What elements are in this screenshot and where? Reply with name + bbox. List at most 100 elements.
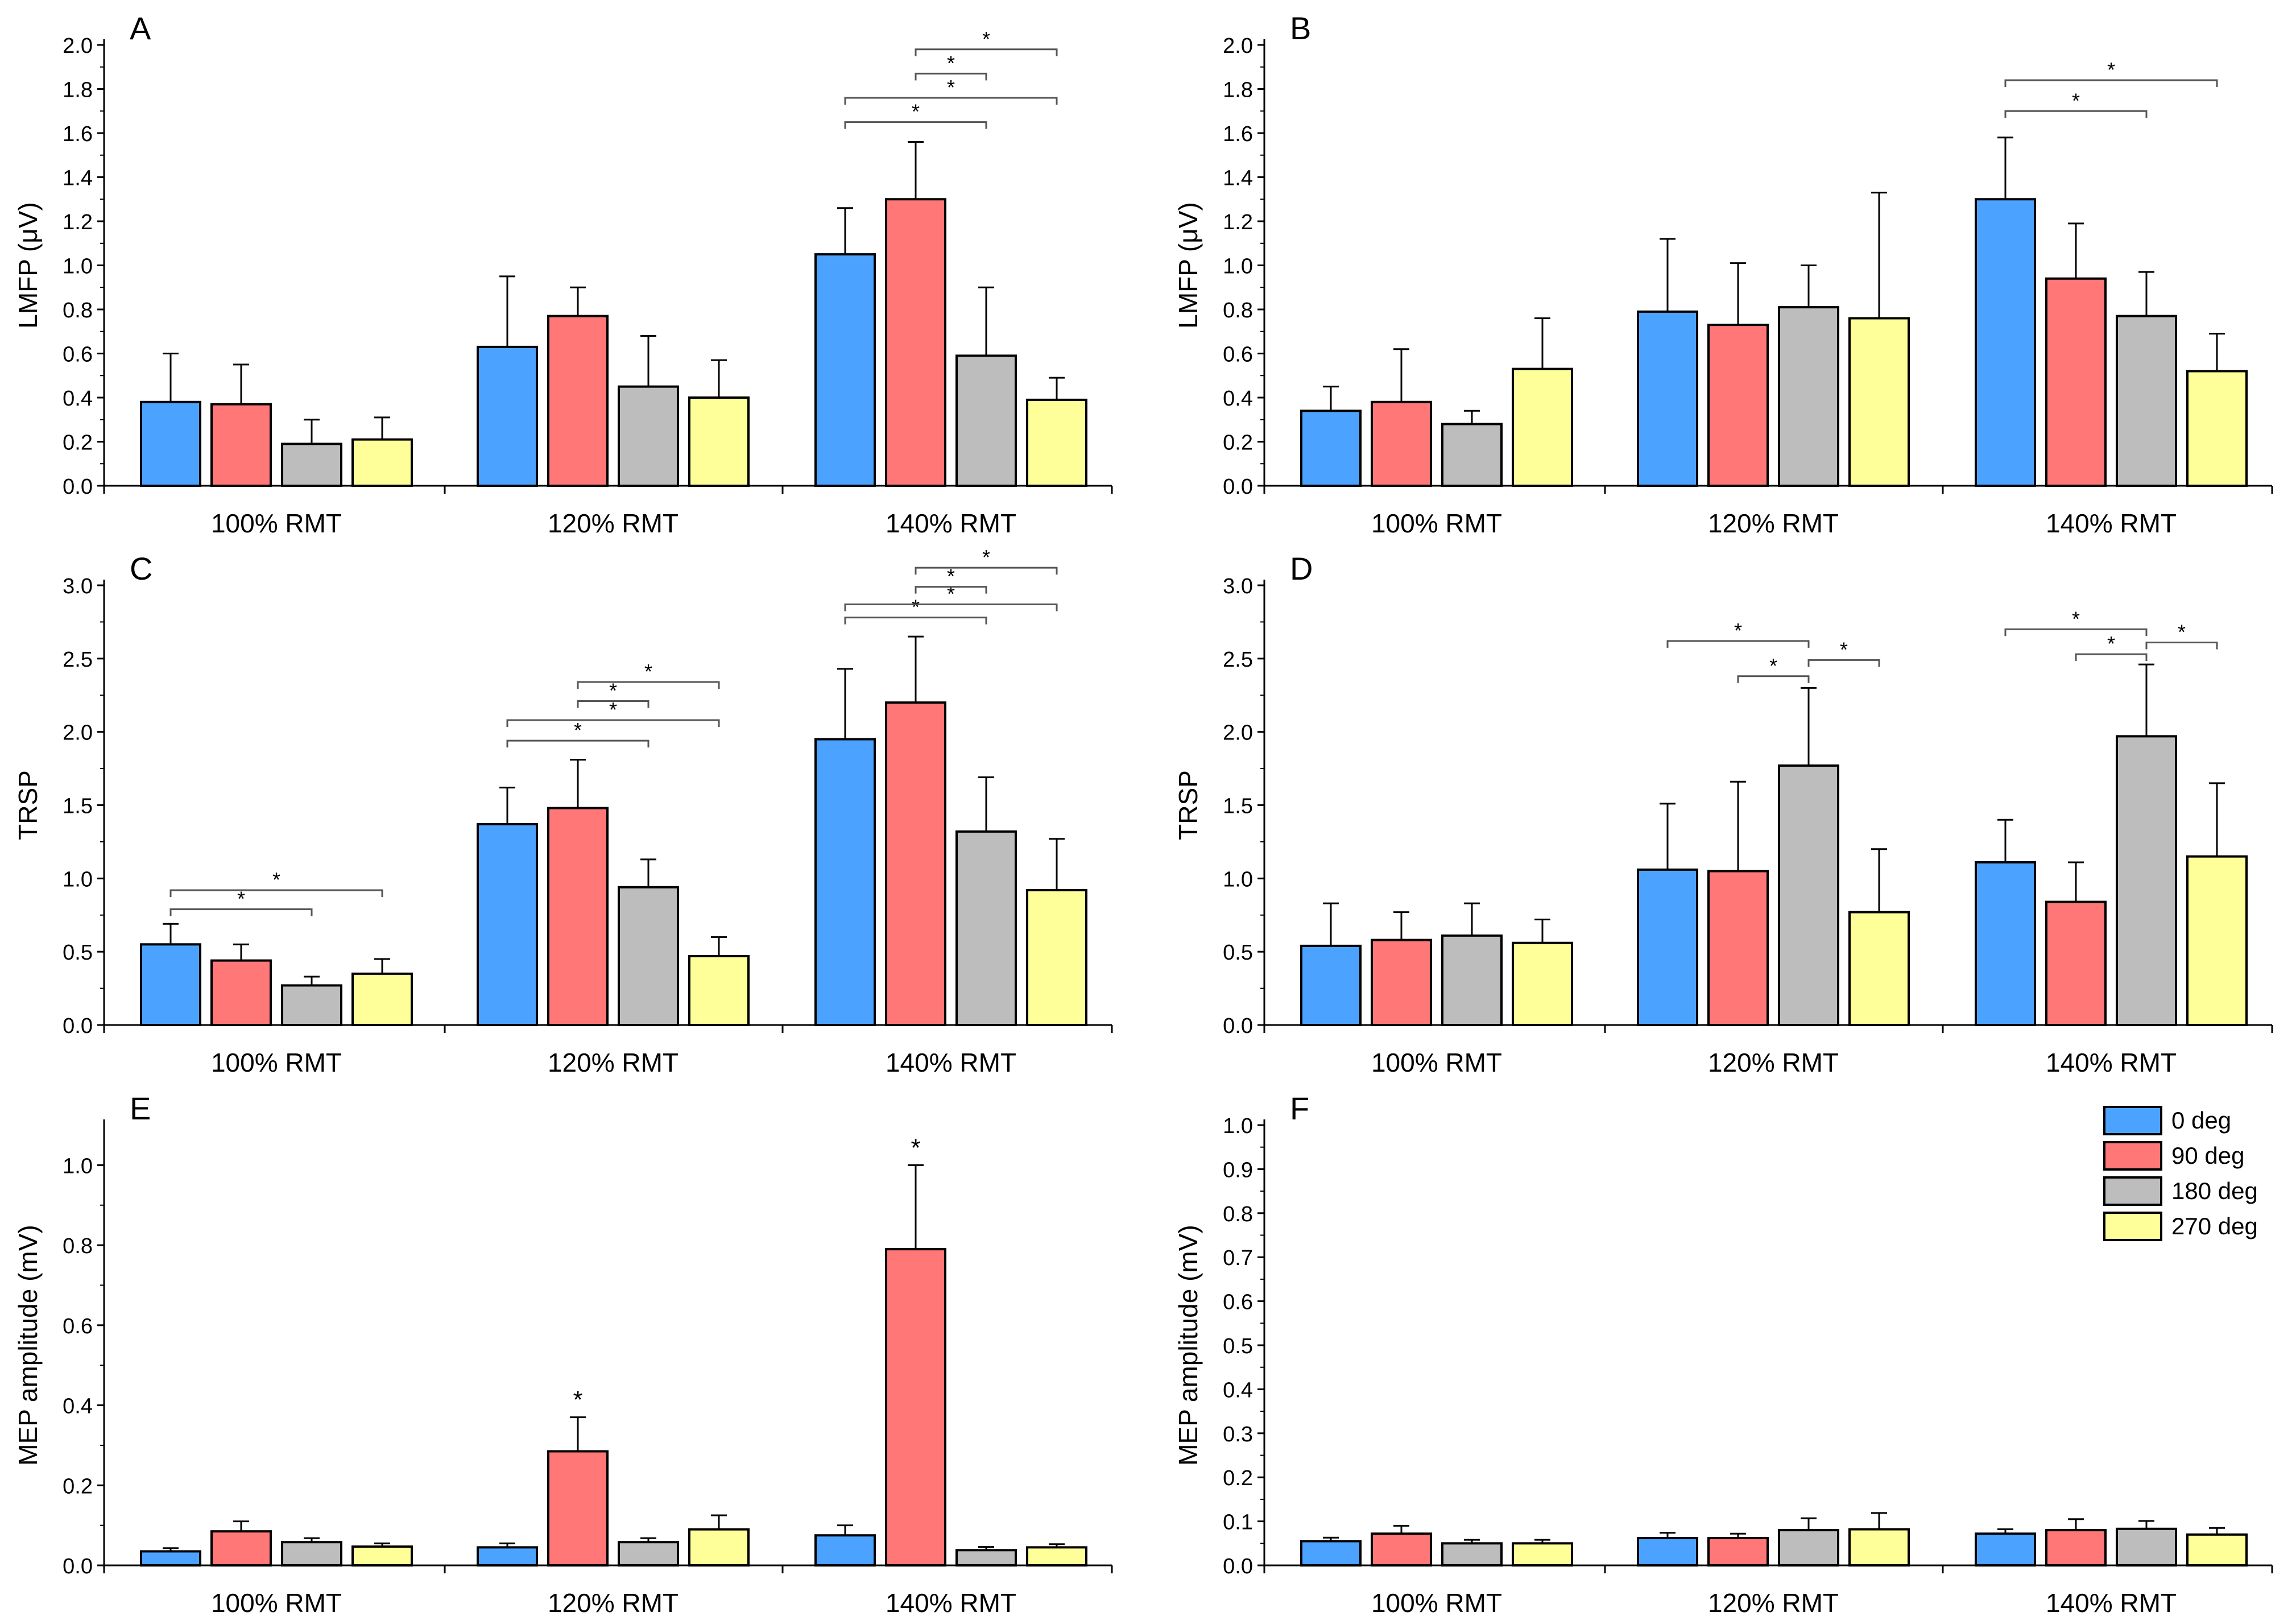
y-tick-label: 0.9 [1223, 1158, 1253, 1182]
significance-star: * [912, 596, 920, 619]
y-tick-label: 0.1 [1223, 1511, 1253, 1535]
significance-bracket [577, 681, 720, 689]
bar-270-deg [1848, 317, 1910, 487]
y-tick-label: 0.8 [63, 1234, 93, 1258]
y-tick-label: 1.0 [1223, 867, 1253, 891]
significance-star: * [912, 100, 920, 123]
y-tick-label: 0.6 [1223, 343, 1253, 367]
y-tick-label: 3.0 [1223, 575, 1253, 598]
significance-star: * [573, 1386, 582, 1414]
significance-star: * [947, 565, 955, 588]
significance-bracket [2075, 653, 2148, 662]
y-tick-label: 1.0 [63, 255, 93, 279]
y-tick-label: 1.5 [1223, 795, 1253, 819]
bar-180-deg [618, 1541, 679, 1567]
y-tick-label: 1.6 [63, 122, 93, 146]
y-tick-label: 1.0 [63, 1154, 93, 1178]
bar-0-deg [1637, 310, 1698, 487]
y-tick-label: 2.0 [1223, 721, 1253, 745]
significance-star: * [644, 660, 652, 683]
x-category-label: 140% RMT [886, 1588, 1016, 1616]
bar-180-deg [955, 354, 1017, 487]
y-tick-label: 0.3 [1223, 1423, 1253, 1446]
bar-0-deg [1975, 1532, 2036, 1567]
bar-180-deg [618, 886, 679, 1026]
bar-90-deg [547, 315, 609, 487]
bar-90-deg [1371, 1532, 1432, 1567]
panel-e: E MEP amplitude (mV) 0.0 0.2 0.4 0.6 0.8 1.0 100… [13, 1090, 1113, 1616]
y-tick-label: 1.5 [63, 795, 93, 819]
significance-star: * [1734, 619, 1742, 642]
bar-270-deg [351, 1545, 413, 1567]
y-tick-label: 0.8 [1223, 1202, 1253, 1226]
panel-d: D TRSP 0.0 0.5 1.0 1.5 2.0 2.5 3.0 100% RMT 120% R… [1173, 551, 2273, 1077]
significance-star: * [272, 868, 280, 891]
y-tick-label: 0.2 [1223, 431, 1253, 455]
significance-bracket [2004, 79, 2218, 87]
y-axis-label: MEP amplitude (mV) [1173, 1225, 1203, 1466]
y-tick-label: 1.0 [1223, 1114, 1253, 1138]
significance-star: * [1840, 638, 1848, 661]
y-tick-label: 0.2 [63, 1474, 93, 1498]
y-tick-label: 0.7 [1223, 1246, 1253, 1270]
bar-90-deg [885, 198, 946, 487]
significance-bracket [2004, 628, 2148, 637]
bar-270-deg [1848, 911, 1910, 1027]
bar-90-deg [1371, 939, 1432, 1027]
y-axis-label: LMFP (μV) [1173, 202, 1203, 328]
x-category-label: 140% RMT [886, 509, 1016, 538]
significance-bracket [169, 908, 313, 916]
y-tick-label: 0.4 [63, 387, 93, 411]
bar-90-deg [885, 1248, 946, 1567]
significance-bracket [844, 604, 1058, 611]
bar-270-deg [688, 954, 750, 1026]
bar-90-deg [1707, 324, 1769, 487]
bar-0-deg [1300, 944, 1362, 1026]
panel-letter: D [1290, 551, 1313, 586]
y-tick-label: 1.8 [63, 78, 93, 102]
bar-180-deg [955, 1549, 1017, 1567]
significance-star: * [982, 27, 990, 51]
bar-180-deg [1778, 306, 1839, 487]
bar-270-deg [1026, 1546, 1087, 1567]
bar-180-deg [955, 830, 1017, 1026]
bar-180-deg [2116, 1527, 2177, 1567]
bar-180-deg [618, 385, 679, 487]
panel-c: C TRSP 0.0 0.5 1.0 1.5 2.0 2.5 3.0 100% RMT 120% R… [13, 545, 1113, 1077]
significance-bracket [915, 72, 987, 81]
bar-270-deg [688, 396, 750, 487]
significance-star: * [2072, 607, 2080, 630]
y-tick-label: 2.0 [1223, 34, 1253, 58]
y-tick-label: 2.0 [63, 721, 93, 745]
bar-0-deg [1300, 410, 1362, 487]
bar-270-deg [351, 972, 413, 1026]
x-category-label: 140% RMT [2046, 1588, 2177, 1616]
significance-star: * [947, 76, 955, 99]
bar-0-deg [814, 1534, 876, 1567]
panel-letter: E [130, 1090, 151, 1126]
bar-90-deg [547, 1450, 609, 1567]
bar-0-deg [477, 823, 538, 1027]
bar-90-deg [1371, 400, 1432, 487]
x-category-label: 120% RMT [1708, 509, 1839, 538]
significance-star: * [609, 698, 617, 721]
y-tick-label: 0.0 [1223, 1014, 1253, 1038]
legend-swatch [2103, 1141, 2162, 1171]
bar-90-deg [210, 403, 272, 487]
significance-bracket [1666, 640, 1810, 648]
y-tick-label: 0.4 [1223, 387, 1253, 411]
y-tick-label: 1.4 [1223, 167, 1253, 191]
bar-0-deg [1300, 1540, 1362, 1567]
y-tick-label: 0.6 [63, 1315, 93, 1338]
x-category-label: 140% RMT [886, 1048, 1016, 1077]
y-tick-label: 0.2 [1223, 1466, 1253, 1490]
panel-letter: C [130, 551, 152, 586]
bar-90-deg [885, 701, 946, 1026]
bar-0-deg [1637, 868, 1698, 1026]
significance-star: * [2178, 620, 2186, 643]
significance-bracket [915, 567, 1058, 575]
bar-270-deg [1026, 888, 1087, 1026]
significance-bracket [577, 700, 650, 708]
x-category-label: 120% RMT [1708, 1588, 1839, 1616]
significance-bracket [506, 719, 720, 728]
